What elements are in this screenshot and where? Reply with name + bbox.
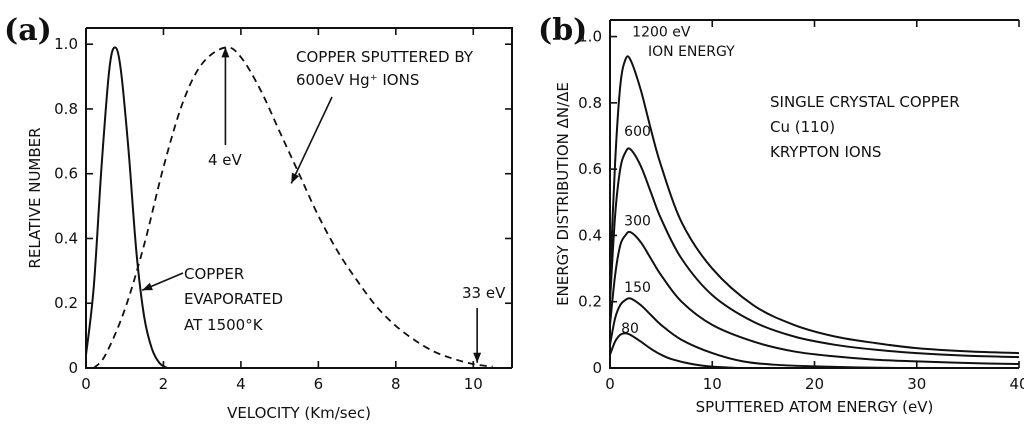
x-tick-label: 20 — [805, 375, 824, 393]
series-label-0: 1200 eV — [632, 25, 691, 41]
series-line-0 — [609, 55, 1020, 355]
x-tick-label: 8 — [391, 375, 401, 393]
x-tick-label: 40 — [1009, 375, 1024, 393]
y-tick-label: 0 — [592, 359, 602, 377]
y-tick-label: 0.6 — [54, 165, 78, 183]
annotation-arrowhead — [221, 47, 230, 58]
x-tick-label: 10 — [464, 375, 483, 393]
y-tick-label: 0.8 — [578, 94, 602, 112]
annotation-arrowhead — [291, 172, 300, 184]
legend-title: ION ENERGY — [648, 44, 735, 60]
x-tick-label: 0 — [605, 375, 615, 393]
series-line-4 — [609, 332, 738, 369]
annotation-33ev: 33 eV — [462, 284, 506, 302]
series-label-2: 300 — [624, 213, 651, 229]
series-label-3: 150 — [624, 280, 651, 296]
axis-frame-top-right — [86, 27, 513, 368]
x-tick-label: 0 — [81, 375, 91, 393]
annotation-line1: SINGLE CRYSTAL COPPER — [770, 93, 960, 111]
panel-b: (b) 0 10 20 30 40 0 0.2 0.4 0.6 0.8 1.0 SPUTTERED AT… — [538, 13, 1024, 416]
annotation-line3: KRYPTON IONS — [770, 143, 881, 161]
annotation-line2: Cu (110) — [770, 118, 835, 136]
y-tick-label: 1.0 — [54, 35, 78, 53]
y-tick-label: 0.6 — [578, 160, 602, 178]
series-line-3 — [609, 297, 897, 369]
y-tick-label: 0.2 — [578, 293, 602, 311]
annotation-4ev: 4 eV — [208, 151, 243, 169]
y-tick-label: 0.2 — [54, 294, 78, 312]
x-tick-label: 2 — [159, 375, 169, 393]
annotation-sputtered-line2: 600eV Hg⁺ IONS — [296, 71, 419, 89]
annotation-arrowhead — [142, 282, 153, 291]
annotation-evaporated-line3: AT 1500°K — [184, 316, 264, 334]
series-line-0 — [85, 46, 168, 369]
panel-letter: (a) — [4, 13, 52, 48]
y-tick-label: 1.0 — [578, 28, 602, 46]
x-axis-label: VELOCITY (Km/sec) — [227, 404, 371, 422]
y-tick-label: 0 — [68, 359, 78, 377]
series-line-1 — [93, 46, 493, 369]
x-tick-label: 6 — [314, 375, 324, 393]
series-line-2 — [609, 230, 1020, 366]
panel-letter: (b) — [538, 13, 587, 48]
y-axis-label: ENERGY DISTRIBUTION ΔN/ΔE — [554, 82, 572, 306]
x-axis-label: SPUTTERED ATOM ENERGY (eV) — [696, 398, 934, 416]
annotation-arrow — [290, 96, 333, 184]
x-tick-label: 30 — [907, 375, 926, 393]
y-tick-label: 0.8 — [54, 100, 78, 118]
annotation-evaporated-line2: EVAPORATED — [184, 290, 283, 308]
panel-a: (a) 0 2 4 6 8 10 0 0.2 0.4 0.6 0.8 1.0 VELOCITY (Km/s… — [4, 13, 513, 422]
y-tick-label: 0.4 — [54, 229, 78, 247]
annotation-arrowhead — [473, 352, 482, 363]
y-tick-label: 0.4 — [578, 226, 602, 244]
x-tick-label: 4 — [236, 375, 246, 393]
y-axis-label: RELATIVE NUMBER — [26, 127, 44, 268]
series-line-1 — [609, 147, 1020, 359]
series-label-1: 600 — [624, 124, 651, 140]
series-label-4: 80 — [621, 321, 639, 337]
annotation-sputtered-line1: COPPER SPUTTERED BY — [296, 48, 474, 66]
x-tick-label: 10 — [703, 375, 722, 393]
annotation-evaporated-line1: COPPER — [184, 265, 244, 283]
